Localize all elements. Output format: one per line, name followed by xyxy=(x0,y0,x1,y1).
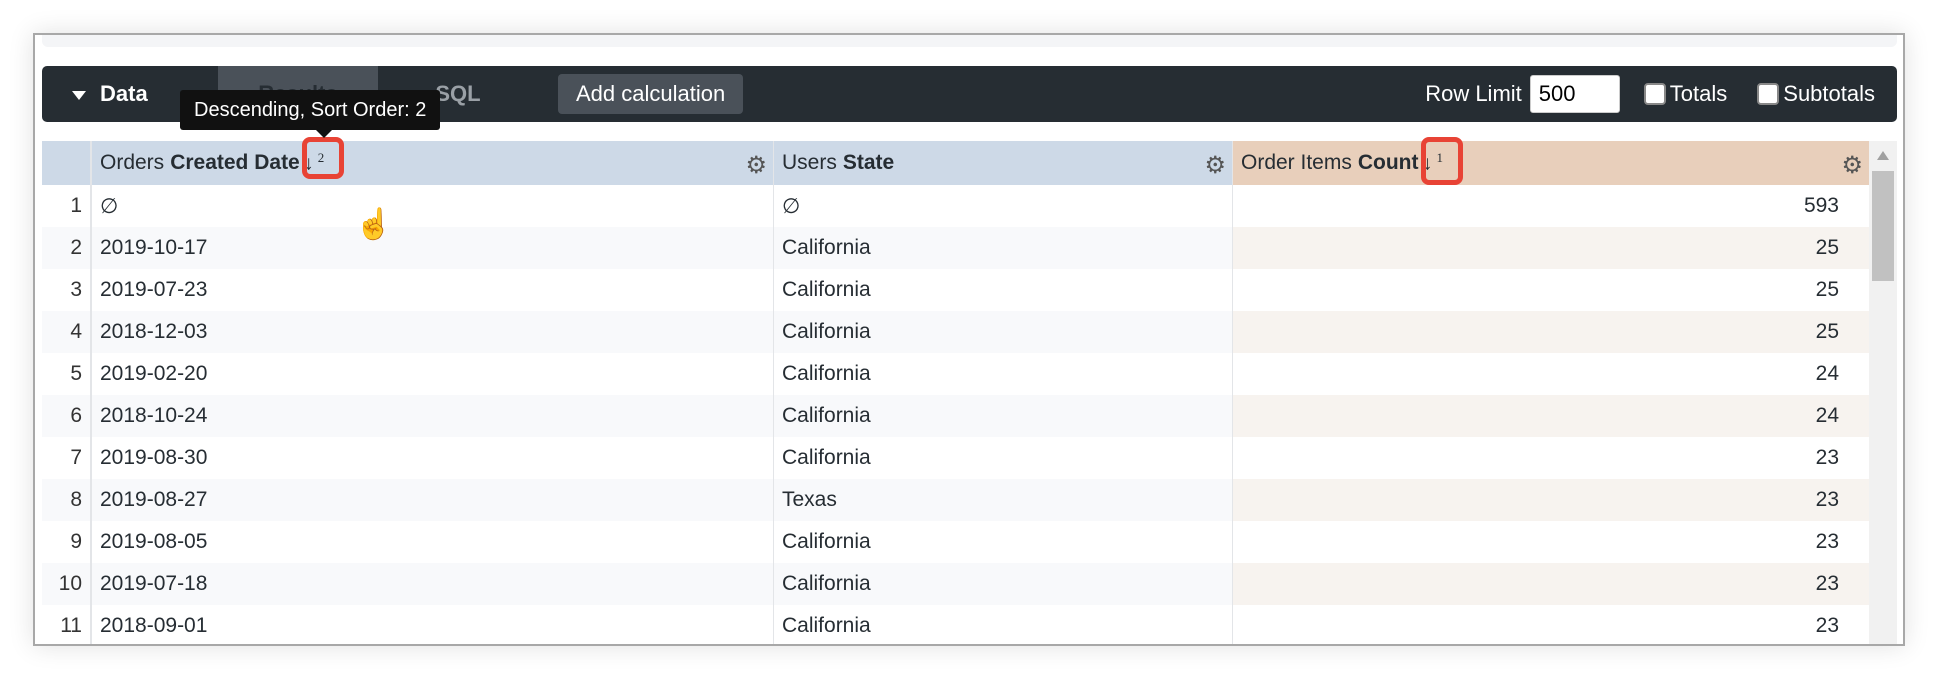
row-limit-input[interactable] xyxy=(1529,75,1620,113)
cell-created-date: ∅ xyxy=(92,185,774,227)
cell-count: 25 xyxy=(1233,227,1869,269)
header-prefix: Order Items xyxy=(1241,151,1352,174)
checkbox-icon[interactable] xyxy=(1643,83,1666,105)
subtotals-label: Subtotals xyxy=(1783,81,1875,106)
cell-created-date: 2019-10-17 xyxy=(92,227,774,269)
checkbox-icon[interactable] xyxy=(1757,83,1780,105)
cell-created-date: 2019-07-18 xyxy=(92,563,774,605)
cell-count: 23 xyxy=(1815,614,1839,637)
cell-created-date: 2018-12-03 xyxy=(92,311,774,353)
highlight-box xyxy=(302,137,344,179)
totals-label: Totals xyxy=(1669,81,1728,106)
scroll-up-arrow-icon[interactable] xyxy=(1877,151,1889,160)
table-row: 5 2019-02-20 California 24 xyxy=(42,353,1869,395)
cell-count: 593 xyxy=(1803,194,1839,217)
cell-created-date: 2018-10-24 xyxy=(92,395,774,437)
cell-created-date: 2019-08-30 xyxy=(92,437,774,479)
gear-icon[interactable]: ⚙ xyxy=(1841,152,1863,179)
cell-count: 24 xyxy=(1233,395,1869,437)
sort-arrow: ↓ xyxy=(303,152,314,175)
table-row: 11 2018-09-01 California 23 xyxy=(42,605,1869,644)
subtotals-checkbox[interactable]: Subtotals xyxy=(1757,81,1875,107)
cell-created-date: 2019-02-20 xyxy=(92,353,774,395)
header-name: State xyxy=(842,151,895,174)
table-row: 7 2019-08-30 California 23 xyxy=(42,437,1869,479)
table-header-row: Orders Created Date ↓ 2 ⚙ Users State ⚙ Ord… xyxy=(42,137,1869,185)
sort-order: 2 xyxy=(317,150,325,166)
column-header-orders-created-date[interactable]: Orders Created Date ↓ 2 ⚙ xyxy=(92,137,774,185)
totals-checkbox[interactable]: Totals xyxy=(1643,81,1728,107)
scrollbar-thumb[interactable] xyxy=(1872,171,1894,281)
row-number: 11 xyxy=(42,605,92,644)
cell-state: California xyxy=(774,227,1233,269)
row-number: 5 xyxy=(42,353,92,395)
row-number-header xyxy=(42,141,92,185)
gear-icon[interactable]: ⚙ xyxy=(1204,152,1226,179)
row-number: 1 xyxy=(42,185,92,227)
sort-tooltip: Descending, Sort Order: 2 xyxy=(180,90,441,138)
sort-order: 1 xyxy=(1436,150,1444,166)
table-row: 3 2019-07-23 California 25 xyxy=(42,269,1869,311)
hand-pointer-cursor-icon: ☝ xyxy=(355,208,393,241)
row-number: 3 xyxy=(42,269,92,311)
cell-state: California xyxy=(774,269,1233,311)
top-strip xyxy=(42,35,1897,47)
sort-arrow: ↓ xyxy=(1422,152,1433,175)
caret-down-icon xyxy=(72,90,86,100)
cell-count: 23 xyxy=(1815,446,1839,469)
cell-state: California xyxy=(774,521,1233,563)
highlight-box xyxy=(1421,137,1463,185)
header-prefix: Users xyxy=(782,151,837,174)
row-number: 9 xyxy=(42,521,92,563)
vertical-scrollbar[interactable] xyxy=(1869,141,1897,644)
column-header-order-items-count[interactable]: Order Items Count ↓ 1 ⚙ xyxy=(1233,137,1869,185)
cell-state: ∅ xyxy=(774,185,1233,227)
cell-state: California xyxy=(774,605,1233,644)
row-number: 2 xyxy=(42,227,92,269)
cell-state: California xyxy=(774,353,1233,395)
header-name: Created Date xyxy=(170,151,300,174)
row-number: 6 xyxy=(42,395,92,437)
header-name: Count xyxy=(1357,151,1419,174)
cell-state: California xyxy=(774,395,1233,437)
row-limit-label: Row Limit xyxy=(1425,81,1522,106)
row-number: 7 xyxy=(42,437,92,479)
explore-frame: Data Results SQL Add calculation Row Lim… xyxy=(33,33,1905,646)
add-calculation-button[interactable]: Add calculation xyxy=(558,74,744,114)
cell-count: 23 xyxy=(1815,530,1839,553)
column-header-users-state[interactable]: Users State ⚙ xyxy=(774,141,1233,185)
row-number: 4 xyxy=(42,311,92,353)
table-row: 9 2019-08-05 California 23 xyxy=(42,521,1869,563)
table-row: 8 2019-08-27 Texas 23 xyxy=(42,479,1869,521)
gear-icon[interactable]: ⚙ xyxy=(745,152,767,179)
cell-count: 23 xyxy=(1233,563,1869,605)
cell-state: California xyxy=(774,437,1233,479)
row-number: 10 xyxy=(42,563,92,605)
table-row: 6 2018-10-24 California 24 xyxy=(42,395,1869,437)
cell-state: California xyxy=(774,563,1233,605)
cell-state: Texas xyxy=(774,479,1233,521)
table-row: 4 2018-12-03 California 25 xyxy=(42,311,1869,353)
sort-descending-icon[interactable]: ↓ 1 xyxy=(1423,150,1444,176)
cell-created-date: 2019-08-27 xyxy=(92,479,774,521)
row-number: 8 xyxy=(42,479,92,521)
cell-count: 24 xyxy=(1815,362,1839,385)
table-row: 1 ∅ ∅ 593 xyxy=(42,185,1869,227)
cell-count: 25 xyxy=(1815,278,1839,301)
cell-created-date: 2019-07-23 xyxy=(92,269,774,311)
sort-descending-icon[interactable]: ↓ 2 xyxy=(304,150,325,176)
data-label: Data xyxy=(100,81,148,106)
tab-sql[interactable]: SQL xyxy=(435,81,481,106)
cell-state: California xyxy=(774,311,1233,353)
data-section-toggle[interactable]: Data xyxy=(72,66,148,122)
cell-created-date: 2019-08-05 xyxy=(92,521,774,563)
header-prefix: Orders xyxy=(100,151,165,174)
cell-created-date: 2018-09-01 xyxy=(92,605,774,644)
table-row: 2 2019-10-17 California 25 xyxy=(42,227,1869,269)
cell-count: 23 xyxy=(1233,479,1869,521)
table-row: 10 2019-07-18 California 23 xyxy=(42,563,1869,605)
cell-count: 25 xyxy=(1233,311,1869,353)
